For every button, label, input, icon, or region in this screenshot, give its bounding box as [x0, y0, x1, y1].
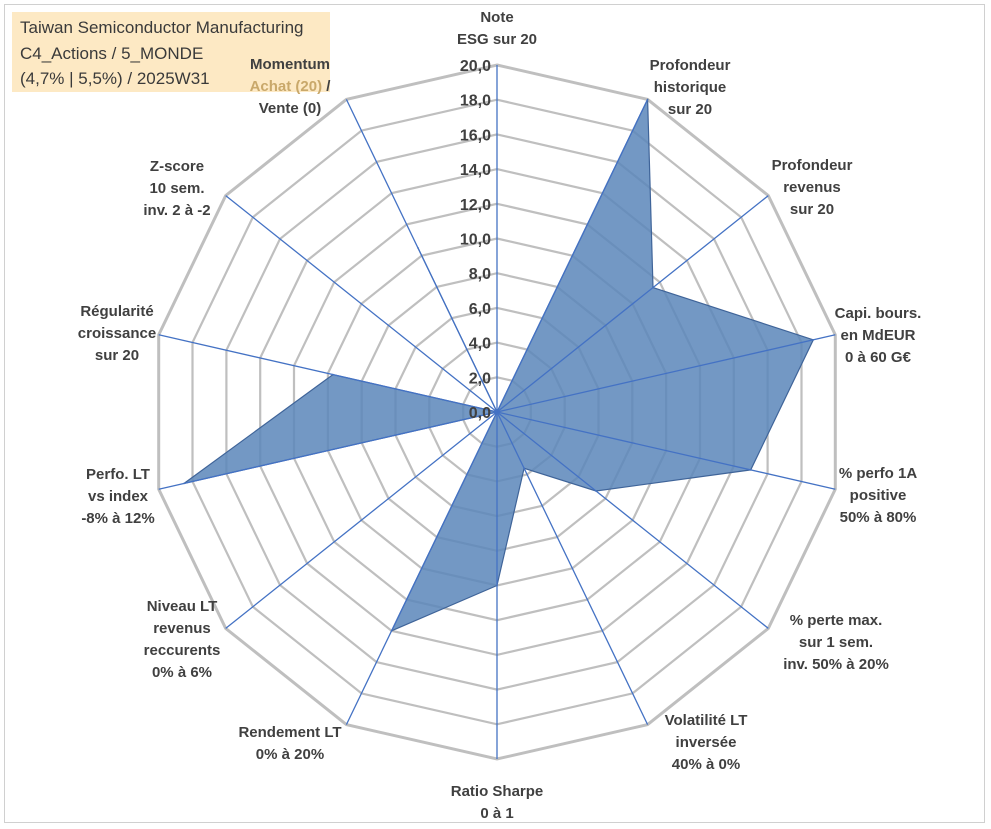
tick-label: 16,0 [460, 127, 491, 144]
axis-label: Perfo. LT vs index -8% à 12% [81, 466, 154, 527]
axis-label-line: % perfo 1A [839, 465, 918, 482]
axis-label-line: sur 20 [790, 201, 834, 218]
data-layer [183, 98, 815, 632]
axis-label-line: Rendement LT [238, 724, 341, 741]
tick-label: 4,0 [469, 336, 491, 353]
axis-label-line: 0 à 1 [480, 805, 513, 822]
axis-label-line: reccurents [144, 642, 221, 659]
series-area [183, 99, 815, 632]
axis-label-line: Vente (0) [259, 100, 322, 117]
axis-label-line: sur 1 sem. [799, 634, 873, 651]
axis-label-line: Momentum [250, 56, 330, 73]
title-box: Taiwan Semiconductor Manufacturing C4_Ac… [12, 12, 330, 92]
axis-label-line: % perte max. [790, 612, 883, 629]
chart-title-line-2: C4_Actions / 5_MONDE [20, 44, 204, 63]
axis-label-line: -8% à 12% [81, 510, 154, 527]
axis-label-line: Achat (20) / [250, 78, 332, 95]
axis-label: Profondeur historique sur 20 [650, 57, 731, 118]
axis-spoke [496, 334, 836, 413]
tick-label: 2,0 [469, 370, 491, 387]
tick-label: 12,0 [460, 197, 491, 214]
tick-layer: 0,0 2,0 4,0 6,0 8,0 10,0 12,0 14,0 16,0 18,0 20,0 [460, 58, 491, 422]
axis-label-line: 0% à 20% [256, 746, 324, 763]
axis-label-line: 0 à 60 G€ [845, 349, 912, 366]
axis-label-line: Profondeur [650, 57, 731, 74]
axis-label-line: 10 sem. [149, 180, 204, 197]
axis-label-line: revenus [153, 620, 211, 637]
axis-spoke [225, 195, 498, 413]
axis-label-line: Perfo. LT [86, 466, 150, 483]
axis-label: Capi. bours. en MdEUR 0 à 60 G€ [835, 305, 922, 366]
axis-label: Rendement LT 0% à 20% [238, 724, 341, 763]
axis-label-line: Ratio Sharpe [451, 783, 544, 800]
axis-spoke [496, 411, 649, 725]
axis-label: Régularité croissance sur 20 [78, 303, 156, 364]
tick-label: 10,0 [460, 232, 491, 249]
tick-label: 6,0 [469, 301, 491, 318]
axis-label-line: Volatilité LT [665, 712, 748, 729]
axis-label-line: 0% à 6% [152, 664, 212, 681]
axis-label-line: Niveau LT [147, 598, 218, 615]
axis-spoke [158, 411, 498, 490]
chart-frame [4, 4, 985, 823]
axis-label-line: Capi. bours. [835, 305, 922, 322]
axis-label: Profondeur revenus sur 20 [772, 157, 853, 218]
axis-label-line: 50% à 80% [840, 509, 917, 526]
tick-label: 14,0 [460, 162, 491, 179]
axis-label-line: vs index [88, 488, 149, 505]
tick-label: 18,0 [460, 93, 491, 110]
axis-label-line: Note [480, 9, 513, 26]
axis-label: Z-score 10 sem. inv. 2 à -2 [143, 158, 210, 219]
axis-label: Momentum Achat (20) / Vente (0) [250, 56, 332, 117]
axis-spoke [496, 411, 836, 490]
axis-label: Niveau LT revenus reccurents 0% à 6% [144, 598, 221, 681]
axis-label-line: croissance [78, 325, 156, 342]
axis-label-line: 40% à 0% [672, 756, 740, 773]
axis-label-layer: Note ESG sur 20 Profondeur historique sur 20… [78, 9, 922, 822]
axis-spoke [345, 411, 498, 725]
tick-label: 8,0 [469, 266, 491, 283]
axis-label: Note ESG sur 20 [457, 9, 537, 48]
axis-label-line: en MdEUR [841, 327, 916, 344]
axis-label: Volatilité LT inversée 40% à 0% [665, 712, 748, 773]
axis-label-line: Régularité [80, 303, 153, 320]
axis-label-line: historique [654, 79, 727, 96]
axis-label-line: ESG sur 20 [457, 31, 537, 48]
axis-label: Ratio Sharpe 0 à 1 [451, 783, 544, 822]
axis-label: % perte max. sur 1 sem. inv. 50% à 20% [783, 612, 889, 673]
tick-label: 20,0 [460, 58, 491, 75]
axis-label-line: Z-score [150, 158, 204, 175]
axis-label-line: Profondeur [772, 157, 853, 174]
axis-label-line: positive [850, 487, 907, 504]
axis-spoke [496, 99, 649, 413]
axis-spoke [158, 334, 498, 413]
axis-spoke [496, 411, 769, 629]
axis-label-line: inv. 2 à -2 [143, 202, 210, 219]
spoke-layer [158, 65, 836, 759]
axis-label-line: inversée [676, 734, 737, 751]
tick-label: 0,0 [469, 405, 491, 422]
axis-label: % perfo 1A positive 50% à 80% [839, 465, 918, 526]
axis-label-line: revenus [783, 179, 841, 196]
axis-label-line: inv. 50% à 20% [783, 656, 889, 673]
axis-spoke [225, 411, 498, 629]
axis-label-line: sur 20 [95, 347, 139, 364]
chart-title-line-3: (4,7% | 5,5%) / 2025W31 [20, 69, 210, 88]
axis-spoke [345, 99, 498, 413]
chart-title-line-1: Taiwan Semiconductor Manufacturing [20, 18, 304, 37]
axis-label-line: sur 20 [668, 101, 712, 118]
axis-spoke [496, 195, 769, 413]
